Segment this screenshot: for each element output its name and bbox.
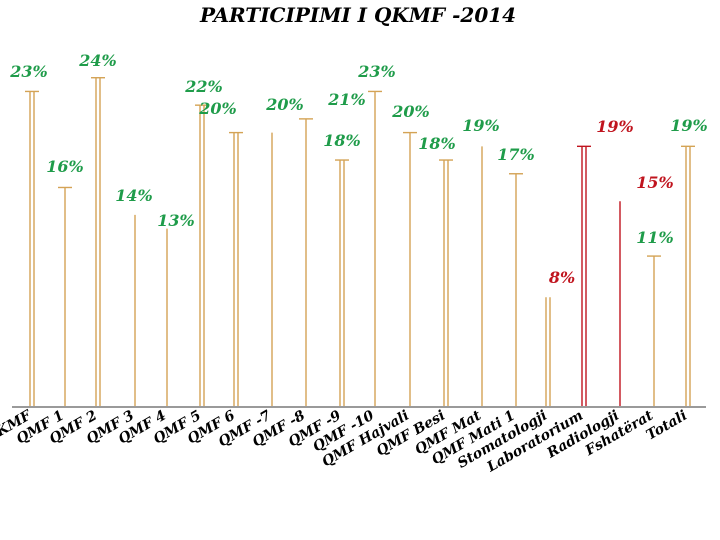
value-label-9: 21% <box>327 90 365 109</box>
bar-10 <box>335 159 349 407</box>
bar-15 <box>509 173 523 407</box>
value-label-10: 18% <box>323 131 360 150</box>
bar-6 <box>195 104 209 407</box>
value-label-8: 20% <box>265 95 303 114</box>
bar-7 <box>229 131 243 407</box>
bar-3 <box>91 77 105 407</box>
value-label-group: 23% 16% 24% 14% 13% 22% 20% 20% 21% 18% 23% 20% 18% 1… <box>9 51 707 287</box>
bar-17 <box>577 145 591 407</box>
value-label-3: 24% <box>78 51 116 70</box>
value-label-20: 19% <box>670 116 707 135</box>
bar-16 <box>545 297 551 407</box>
bar-1 <box>25 90 39 407</box>
value-label-7: 20% <box>198 99 236 118</box>
value-label-2: 16% <box>46 157 83 176</box>
bar-19 <box>647 255 661 407</box>
bar-group <box>25 77 695 407</box>
value-label-6: 22% <box>184 77 222 96</box>
bar-11 <box>368 90 382 407</box>
bar-12 <box>403 131 417 407</box>
chart-title: PARTICIPIMI I QKMF -2014 <box>199 3 516 27</box>
value-label-19: 11% <box>636 228 673 247</box>
value-label-12: 20% <box>391 102 429 121</box>
value-label-18: 15% <box>636 173 673 192</box>
value-label-4: 14% <box>115 186 152 205</box>
value-label-16: 8% <box>548 268 575 287</box>
value-label-17: 19% <box>596 117 633 136</box>
value-label-14: 19% <box>462 116 499 135</box>
value-label-13: 18% <box>418 134 455 153</box>
bar-13 <box>439 159 453 407</box>
bar-9 <box>299 118 313 407</box>
bar-2 <box>58 186 72 407</box>
value-label-15: 17% <box>497 145 534 164</box>
value-label-5: 13% <box>157 211 194 230</box>
bar-20 <box>681 145 695 407</box>
value-label-11: 23% <box>357 62 395 81</box>
value-label-1: 23% <box>9 62 47 81</box>
